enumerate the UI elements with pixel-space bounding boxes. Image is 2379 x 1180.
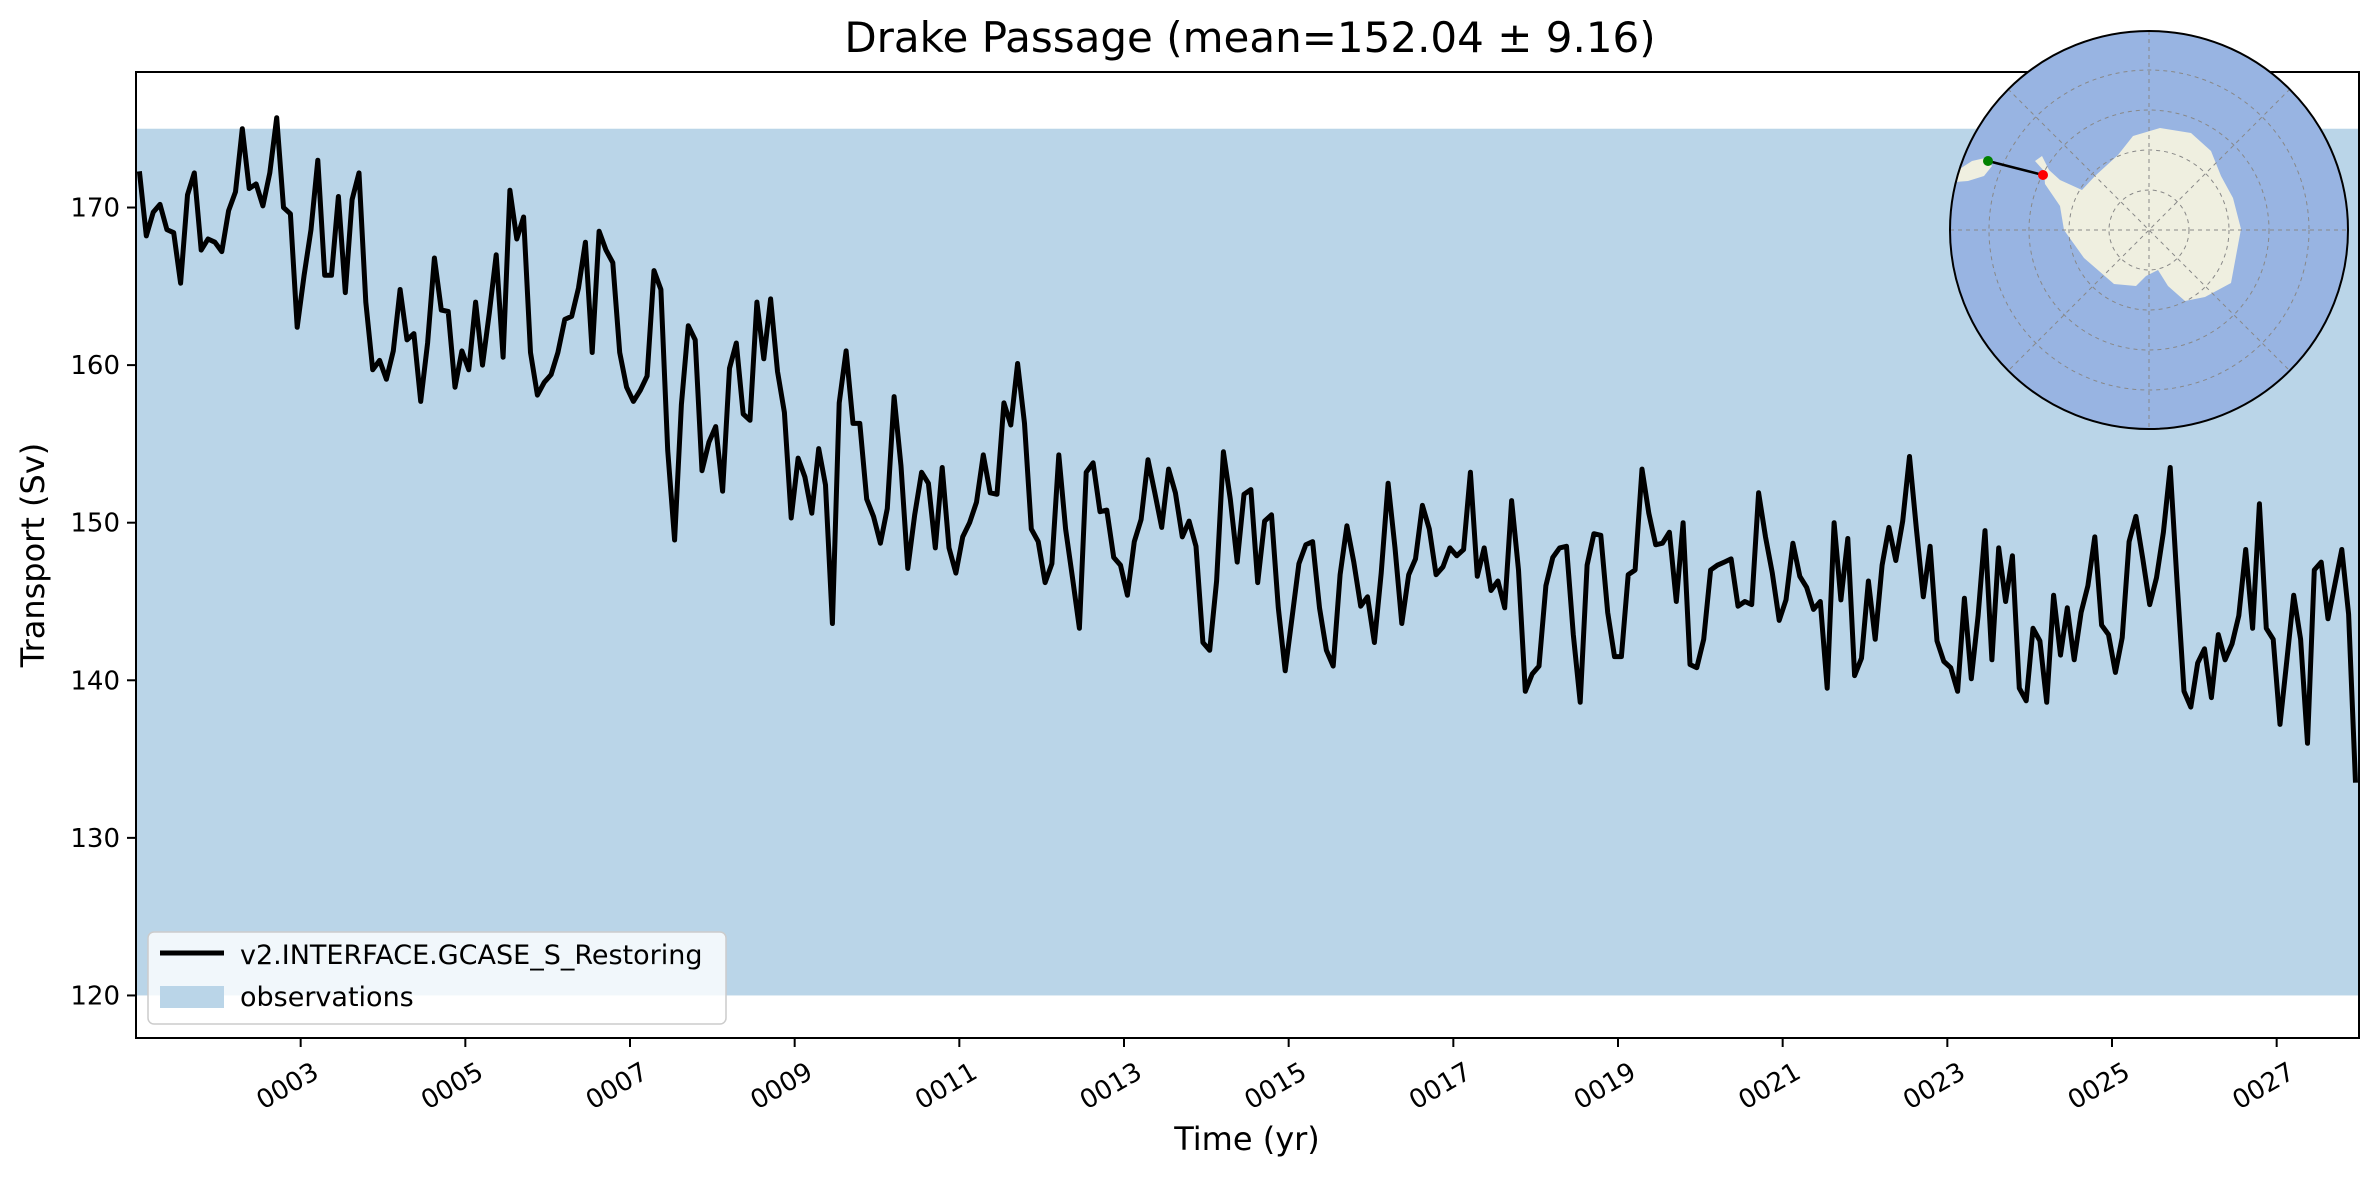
inset-map xyxy=(1949,30,2349,430)
x-tick-label: 0017 xyxy=(1404,1057,1476,1116)
y-tick-label: 150 xyxy=(70,509,120,539)
legend-series-label: v2.INTERFACE.GCASE_S_Restoring xyxy=(240,940,703,971)
y-axis-label: Transport (Sv) xyxy=(14,443,52,669)
map-gridlines xyxy=(1950,31,2348,429)
x-axis-ticks: 0003 0005 0007 0009 0011 0013 0015 0017 0019 0021… xyxy=(252,1038,2300,1116)
y-tick-label: 120 xyxy=(70,981,120,1011)
series-lines xyxy=(136,115,2358,783)
x-tick-label: 0011 xyxy=(910,1057,982,1116)
x-tick-label: 0021 xyxy=(1734,1057,1806,1116)
x-tick-label: 0015 xyxy=(1240,1057,1312,1116)
south-america-tip xyxy=(1955,158,1992,182)
section-end-marker xyxy=(2038,170,2048,180)
legend-box xyxy=(147,931,727,1025)
x-tick-label: 0023 xyxy=(1898,1057,1970,1116)
y-tick-label: 170 xyxy=(70,194,120,224)
map-border xyxy=(1949,30,2349,430)
y-tick-label: 140 xyxy=(70,666,120,696)
chart-title: Drake Passage (mean=152.04 ± 9.16) xyxy=(844,13,1655,62)
antarctica-landmass xyxy=(2035,128,2241,301)
x-tick-label: 0019 xyxy=(1569,1057,1641,1116)
section-line xyxy=(1987,159,2044,177)
y-tick-label: 160 xyxy=(70,351,120,381)
y-tick-label: 130 xyxy=(70,824,120,854)
plot-frame xyxy=(135,71,2360,1039)
x-tick-label: 0005 xyxy=(416,1057,488,1116)
x-tick-label: 0003 xyxy=(252,1057,324,1116)
x-tick-label: 0025 xyxy=(2063,1057,2135,1116)
legend-observations-label: observations xyxy=(240,982,414,1013)
x-tick-label: 0007 xyxy=(581,1057,653,1116)
legend: v2.INTERFACE.GCASE_S_Restoring observati… xyxy=(147,931,727,1025)
x-axis-label: Time (yr) xyxy=(1173,1120,1320,1158)
x-tick-label: 0013 xyxy=(1075,1057,1147,1116)
y-axis-ticks: 120 130 140 150 160 170 xyxy=(70,194,136,1011)
x-tick-label: 0027 xyxy=(2228,1057,2300,1116)
x-tick-label: 0009 xyxy=(746,1057,818,1116)
legend-observations-swatch xyxy=(160,986,224,1008)
section-start-marker xyxy=(1983,156,1993,166)
series-line-0 xyxy=(136,115,2358,783)
